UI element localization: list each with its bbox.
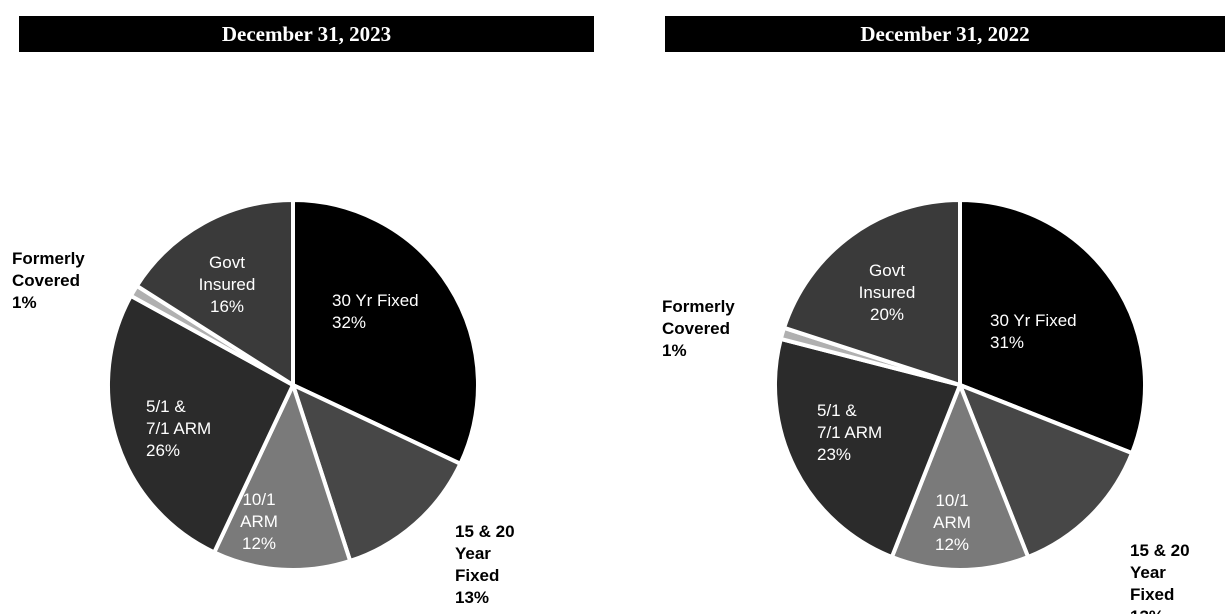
pie-slice-30-yr-fixed [958, 198, 1147, 456]
slice-label-30-yr-fixed: 30 Yr Fixed 31% [990, 311, 1077, 352]
pie-slice-govt-insured [134, 198, 295, 387]
chart-title-2023: December 31, 2023 [19, 16, 594, 52]
slice-label-5-1-7-1-arm: 5/1 & 7/1 ARM 23% [817, 401, 882, 464]
pie-chart-0: 30 Yr Fixed 32% 15 & 20 Year Fixed 13% 10/1 ARM… [12, 198, 515, 607]
slice-label-10-1-arm: 10/1 ARM 12% [933, 491, 971, 554]
slice-label-10-1-arm: 10/1 ARM 12% [240, 490, 278, 553]
slice-label-5-1-7-1-arm: 5/1 & 7/1 ARM 26% [146, 397, 211, 460]
slice-label-formerly-covered: Formerly Covered 1% [12, 249, 85, 312]
slice-label-formerly-covered: Formerly Covered 1% [662, 297, 735, 360]
pie-slice-10-1-arm [889, 383, 1031, 572]
pie-slice-5-1-7-1-arm [773, 336, 962, 560]
pie-slice-15-20-year-fixed [291, 383, 463, 563]
pie-slice-govt-insured [782, 198, 962, 387]
slice-label-govt-insured: Govt Insured 20% [859, 261, 916, 324]
pie-slice-10-1-arm [212, 383, 353, 572]
pie-slice-15-20-year-fixed [958, 383, 1135, 560]
slice-label-govt-insured: Govt Insured 16% [199, 253, 256, 316]
chart-title-2022: December 31, 2022 [665, 16, 1225, 52]
slice-label-30-yr-fixed: 30 Yr Fixed 32% [332, 291, 419, 332]
pie-slice-30-yr-fixed [291, 198, 480, 466]
